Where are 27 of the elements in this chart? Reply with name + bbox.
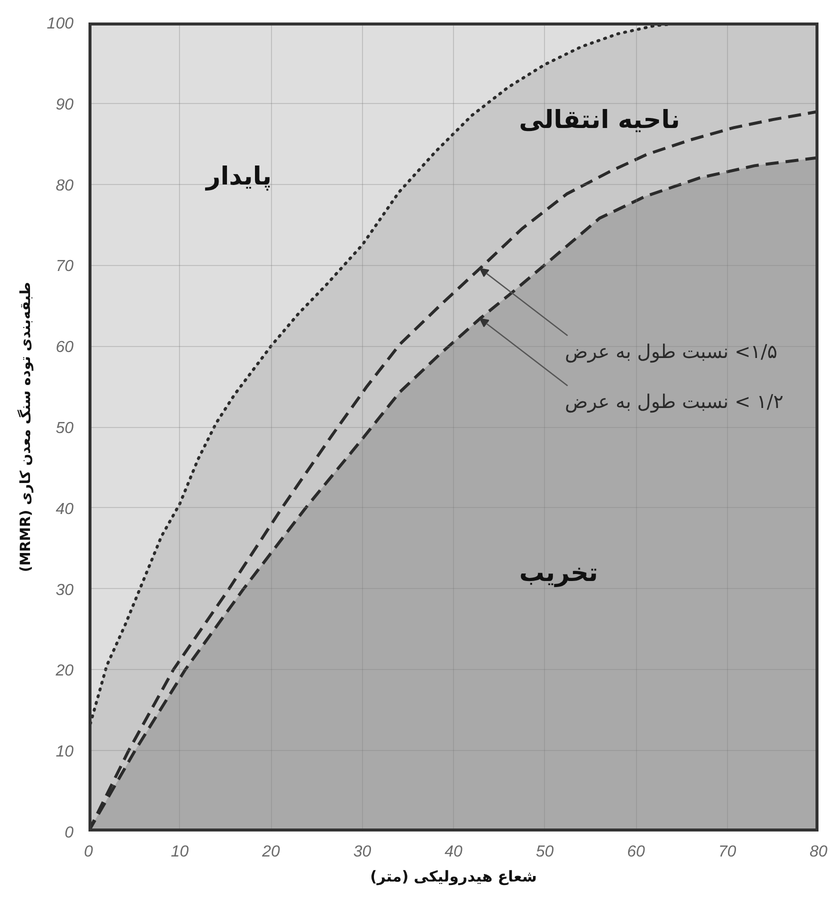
- x-tick-label: 20: [261, 844, 280, 860]
- annotation: ۱/۵> نسبت طول به عرض: [564, 340, 778, 363]
- annotation: ۱/۲ > نسبت طول به عرض: [564, 390, 784, 413]
- y-tick-label: 50: [56, 420, 74, 437]
- y-axis-title: طبقه‌بندی توده سنگ معدن کاری (MRMR): [16, 282, 34, 572]
- x-tick-label: 60: [627, 844, 645, 860]
- x-tick-label: 0: [84, 844, 94, 860]
- y-tick-label: 40: [56, 500, 74, 518]
- x-tick-label: 70: [718, 844, 736, 860]
- x-tick-label: 10: [170, 844, 189, 860]
- x-tick-label: 80: [810, 844, 828, 860]
- y-tick-label: 20: [54, 662, 74, 680]
- y-tick-label: 0: [64, 824, 74, 842]
- y-tick-label: 30: [56, 582, 74, 599]
- y-tick-label: 100: [46, 16, 74, 32]
- annotation: ناحیه انتقالی: [518, 105, 680, 134]
- y-tick-label: 90: [56, 96, 74, 114]
- y-tick-label: 60: [56, 339, 74, 356]
- x-tick-label: 40: [444, 844, 462, 860]
- annotation: پایدار: [204, 162, 272, 192]
- x-tick-label: 50: [536, 844, 554, 860]
- y-tick-label: 80: [56, 177, 74, 194]
- annotation: تخریب: [519, 558, 598, 588]
- x-axis-title: شعاع هیدرولیکی (متر): [370, 868, 537, 886]
- y-tick-label: 10: [56, 744, 74, 761]
- x-tick-label: 30: [353, 844, 372, 860]
- y-tick-label: 70: [56, 258, 74, 276]
